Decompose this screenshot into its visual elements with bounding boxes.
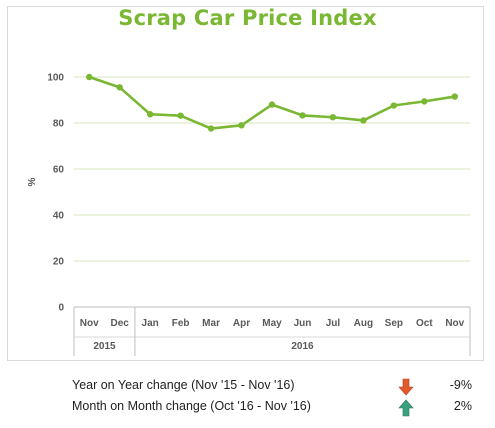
data-point	[238, 122, 245, 129]
x-tick-label: Nov	[80, 318, 99, 329]
summary-value: 2%	[453, 399, 472, 413]
x-tick-label: Feb	[172, 318, 190, 329]
x-tick-label: Jul	[326, 318, 341, 329]
data-point	[390, 102, 398, 109]
data-point	[360, 117, 367, 124]
chart-title: Scrap Car Price Index	[118, 6, 377, 30]
year-group-label: 2015	[93, 341, 116, 352]
data-point	[421, 98, 428, 105]
summary-row-mom: Month on Month change (Oct '16 - Nov '16…	[72, 399, 482, 417]
data-point	[146, 111, 154, 118]
y-tick-label: 60	[53, 165, 65, 176]
x-tick-label: Nov	[445, 318, 464, 329]
x-tick-label: Mar	[202, 318, 220, 329]
arrow-up-icon	[398, 399, 414, 417]
y-tick-label: 100	[47, 73, 64, 84]
data-point	[329, 114, 337, 121]
x-tick-label: Jan	[142, 318, 159, 329]
data-point	[451, 93, 458, 100]
x-tick-label: Aug	[354, 318, 373, 329]
line-chart: 0 20 40 60 80 100 % Nov Dec Jan Feb Mar Apr May Jun J…	[27, 73, 471, 356]
data-point	[116, 84, 123, 91]
x-tick-label: Sep	[385, 318, 403, 329]
y-axis-label: %	[27, 177, 38, 186]
data-point	[299, 112, 306, 119]
year-group-label: 2016	[291, 341, 314, 352]
y-tick-label: 20	[53, 257, 65, 268]
data-point	[268, 101, 276, 108]
summary-value: -9%	[449, 378, 472, 392]
x-tick-label: Apr	[233, 318, 250, 329]
data-point	[207, 125, 215, 132]
arrow-down-icon	[398, 378, 414, 396]
summary-label: Month on Month change (Oct '16 - Nov '16…	[72, 399, 311, 413]
y-tick-label: 40	[53, 211, 65, 222]
summary-label: Year on Year change (Nov '15 - Nov '16)	[72, 378, 295, 392]
x-tick-label: Oct	[416, 318, 433, 329]
y-tick-label: 80	[53, 119, 65, 130]
y-tick-label: 0	[58, 303, 64, 314]
x-tick-label: Dec	[111, 318, 130, 329]
x-tick-label: Jun	[294, 318, 312, 329]
x-tick-label: May	[262, 318, 282, 329]
chart-frame	[7, 6, 484, 361]
summary-row-yoy: Year on Year change (Nov '15 - Nov '16) …	[72, 378, 482, 396]
data-point	[86, 73, 93, 81]
data-point	[177, 112, 184, 119]
